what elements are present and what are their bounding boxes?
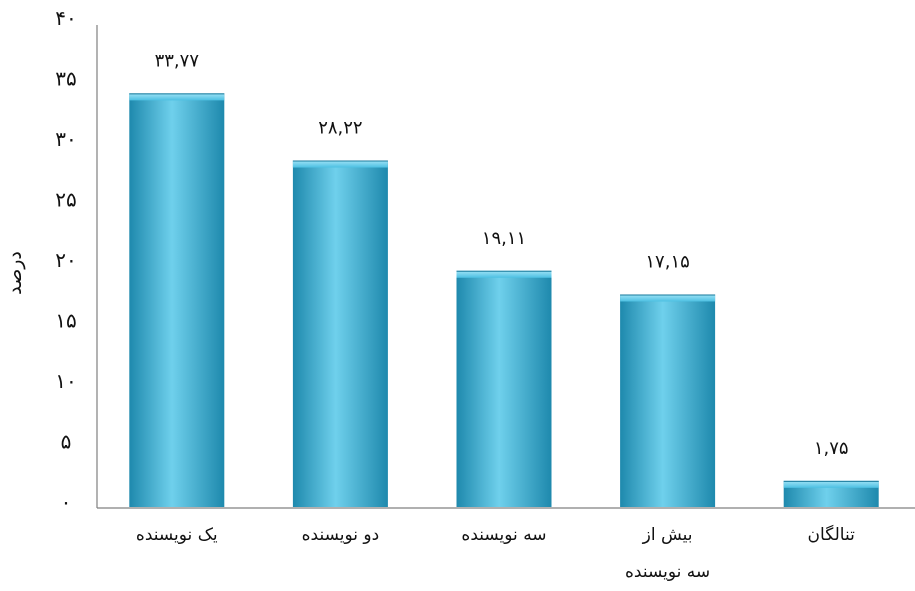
x-tick-label: یک نویسنده — [136, 525, 218, 545]
data-labels: ۳۳,۷۷ ۲۸,۲۲ ۱۹,۱۱ ۱۷,۱۵ ۱,۷۵ — [155, 50, 849, 458]
bar-top-cap — [783, 480, 879, 488]
y-tick-label: ۲۵ — [55, 188, 76, 212]
y-axis-label: درصد — [4, 251, 26, 295]
y-tick-label: ۲۰ — [55, 248, 76, 272]
data-label: ۳۳,۷۷ — [155, 50, 200, 71]
y-tick-label: ۵ — [61, 430, 72, 454]
data-label: ۲۸,۲۲ — [318, 118, 362, 139]
x-tick-label: سه نویسنده — [461, 525, 546, 545]
bar-top-cap — [129, 93, 225, 101]
bar — [292, 160, 388, 507]
x-tick-labels: یک نویسنده دو نویسنده سه نویسنده بیش از سه ن… — [136, 524, 855, 582]
bar — [129, 93, 225, 508]
y-tick-label: ۱۵ — [55, 309, 76, 333]
y-tick-labels: ۰ ۵ ۱۰ ۱۵ ۲۰ ۲۵ ۳۰ ۳۵ ۴۰ — [55, 6, 76, 514]
bar-top-cap — [292, 160, 388, 168]
bar — [620, 294, 716, 507]
bar-top-cap — [456, 270, 552, 278]
y-tick-label: ۰ — [61, 490, 72, 514]
bar — [783, 480, 879, 507]
y-tick-label: ۳۰ — [55, 127, 76, 151]
bar-body — [129, 93, 225, 508]
bars — [129, 93, 879, 508]
bar-body — [620, 294, 716, 507]
y-tick-label: ۳۵ — [55, 67, 76, 91]
data-label: ۱,۷۵ — [814, 438, 849, 459]
bar-body — [292, 160, 388, 507]
bar — [456, 270, 552, 507]
x-tick-label: دو نویسنده — [302, 525, 380, 545]
x-tick-label: بیش از — [642, 525, 693, 545]
bar-top-cap — [620, 294, 716, 302]
x-tick-label: سه نویسنده — [625, 562, 710, 582]
y-tick-label: ۴۰ — [55, 6, 76, 30]
data-label: ۱۹,۱۱ — [482, 228, 526, 249]
bar-body — [456, 270, 552, 507]
y-tick-label: ۱۰ — [55, 369, 76, 393]
x-tick-label: تنالگان — [808, 524, 856, 545]
data-label: ۱۷,۱۵ — [645, 251, 689, 272]
